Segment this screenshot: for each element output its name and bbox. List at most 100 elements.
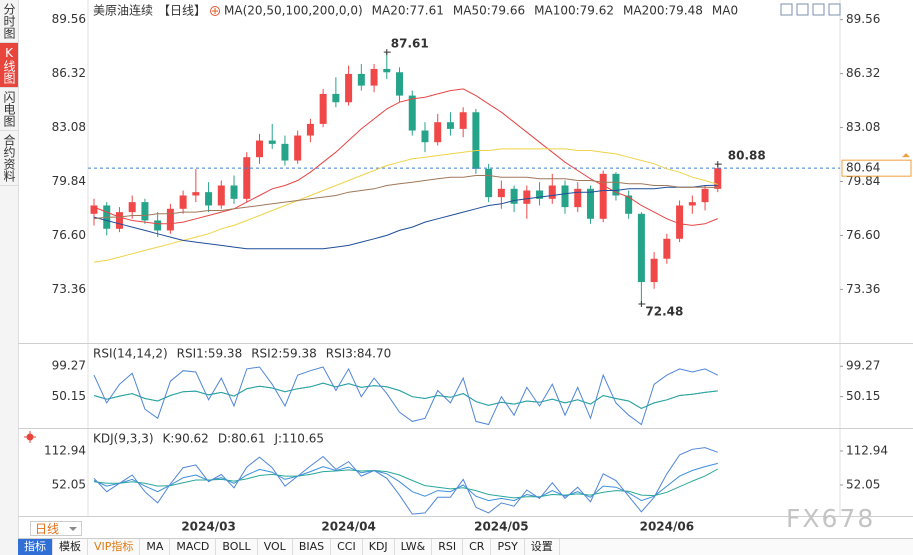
series-line: [93, 468, 719, 499]
candle-body: [370, 68, 378, 86]
candle-body: [294, 135, 302, 161]
toolbar-tab[interactable]: VIP指标: [88, 539, 141, 555]
toolbar-tab[interactable]: MA: [140, 539, 171, 555]
candle-body: [599, 173, 607, 219]
candle-body: [408, 95, 416, 131]
legend-item: J:110.65: [273, 432, 324, 446]
toolbar-tab[interactable]: VOL: [258, 539, 293, 555]
last-price-arrow: [902, 153, 910, 158]
candle-body: [574, 188, 582, 208]
candle-body: [90, 205, 98, 214]
x-tick-label: 2024/03: [181, 520, 235, 534]
y-tick-label: 99.27: [846, 359, 880, 373]
tab[interactable]: 分时图: [0, 0, 18, 43]
candle-body: [154, 220, 162, 231]
y-tick-label: 112.94: [44, 443, 86, 457]
candle-body: [217, 185, 225, 206]
icon[interactable]: [796, 3, 809, 16]
toolbar-tab[interactable]: CCI: [331, 539, 363, 555]
series-line: [93, 175, 718, 220]
toolbar-tab[interactable]: RSI: [432, 539, 464, 555]
candle-body: [243, 157, 251, 199]
toolbar-tab[interactable]: CR: [463, 539, 492, 555]
x-tick-label: 2024/04: [321, 520, 375, 534]
candle-body: [281, 143, 289, 161]
candle-body: [128, 202, 136, 213]
y-tick-label: 50.15: [846, 389, 880, 403]
candle-body: [676, 205, 684, 239]
candle-body: [179, 195, 187, 209]
candle-body: [612, 173, 620, 196]
series-line: [93, 382, 718, 409]
candle-body: [561, 185, 569, 208]
candle-body: [510, 188, 518, 204]
extreme-marker: [638, 301, 646, 308]
icon[interactable]: [828, 3, 841, 16]
legend-item: MA200:79.48: [623, 4, 703, 18]
chart: 89.56 89.56 86.32 86.32 83.08 83.08 79.84 79.84…: [18, 0, 913, 534]
candle-body: [446, 122, 454, 129]
series-line: [93, 148, 718, 263]
candle-body: [586, 188, 594, 219]
tab[interactable]: 合约资料: [0, 131, 18, 186]
toolbar-tab[interactable]: 指标: [18, 539, 53, 555]
series-line: [93, 382, 718, 409]
toolbar-tab[interactable]: BOLL: [216, 539, 258, 555]
extreme-label: 80.88: [728, 149, 766, 163]
icon[interactable]: [812, 3, 825, 16]
candle-body: [115, 212, 123, 229]
tab[interactable]: 闪电图: [0, 88, 18, 131]
last-price-box: [841, 159, 912, 177]
icon-circle: [210, 6, 221, 16]
legend-item: RSI3:84.70: [326, 347, 392, 361]
legend-item: MA20:77.61: [372, 4, 444, 18]
candle-body: [497, 188, 505, 198]
tab[interactable]: K线图: [0, 43, 18, 88]
candle-body: [421, 130, 429, 143]
y-tick-label: 89.56: [52, 12, 86, 26]
legend-item: RSI2:59.38: [251, 347, 317, 361]
extreme-marker: [714, 161, 722, 168]
extreme-label: 72.48: [645, 305, 683, 319]
toolbar-tab[interactable]: KDJ: [363, 539, 395, 555]
y-tick-label: 86.32: [52, 66, 86, 80]
y-tick-label: 50.15: [52, 389, 86, 403]
period-select[interactable]: 日线: [30, 521, 82, 536]
candle-body: [701, 188, 709, 203]
legend-item: MA100:79.62: [534, 4, 614, 18]
candle-body: [663, 238, 671, 259]
x-tick-label: 2024/05: [474, 520, 528, 534]
candle-body: [141, 202, 149, 221]
indicator-toolbar: 指标 模板 VIP指标 MA MACD BOLL VOL BIAS CCI KDJ LW& RSI CR…: [18, 538, 913, 555]
y-tick-label: 99.27: [52, 359, 86, 373]
candle-body: [472, 112, 480, 169]
candle-body: [268, 140, 276, 144]
y-tick-label: 76.60: [846, 228, 880, 242]
candle-body: [714, 168, 722, 189]
toolbar-tab[interactable]: 模板: [53, 539, 88, 555]
toolbar-tab[interactable]: PSY: [491, 539, 525, 555]
candle-body: [205, 192, 213, 206]
icon[interactable]: [780, 3, 793, 16]
candle-body: [434, 122, 442, 143]
toolbar-tab[interactable]: MACD: [170, 539, 217, 555]
legend-period: 【日线】: [158, 4, 206, 18]
x-tick-label: 2024/06: [640, 520, 694, 534]
y-tick-label: 52.05: [52, 477, 86, 491]
y-tick-label: 76.60: [52, 228, 86, 242]
y-tick-label: 73.36: [846, 282, 880, 296]
series-line: [93, 184, 718, 250]
candle-body: [536, 190, 544, 199]
y-tick-label: 83.08: [846, 120, 880, 134]
candle-body: [688, 202, 696, 206]
kdj-icon: [24, 431, 36, 443]
toolbar-tab[interactable]: 设置: [525, 539, 560, 555]
watermark: FX678: [786, 504, 876, 533]
legend-item: MA0: [712, 4, 738, 18]
y-tick-label: 83.08: [52, 120, 86, 134]
candle-body: [230, 185, 238, 199]
legend-indicator: MA(20,50,100,200,0,0): [224, 4, 363, 18]
toolbar-tab[interactable]: BIAS: [293, 539, 332, 555]
toolbar-tab[interactable]: LW&: [395, 539, 433, 555]
